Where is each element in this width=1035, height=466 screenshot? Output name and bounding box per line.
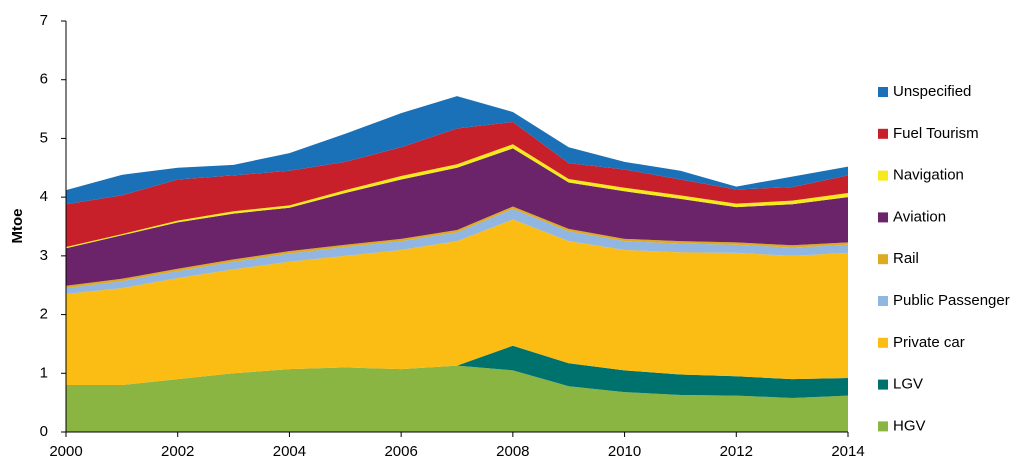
area xyxy=(66,365,848,432)
legend-label: LGV xyxy=(893,376,923,393)
y-tick-label: 2 xyxy=(40,306,48,323)
legend-swatch xyxy=(878,170,888,181)
area xyxy=(66,345,848,398)
x-tick-label: 2004 xyxy=(273,443,306,460)
area xyxy=(66,208,848,295)
area xyxy=(66,121,848,248)
legend-label: Aviation xyxy=(893,208,946,225)
legend-swatch xyxy=(878,254,888,265)
legend-swatch xyxy=(878,128,888,139)
legend-label: Private car xyxy=(893,334,965,351)
y-tick-label: 7 xyxy=(40,12,48,29)
y-tick-label: 5 xyxy=(40,129,48,146)
legend-label: Navigation xyxy=(893,167,964,184)
x-tick-label: 2006 xyxy=(384,443,417,460)
x-tick-label: 2014 xyxy=(831,443,864,460)
legend-label: Rail xyxy=(893,250,919,267)
x-tick-label: 2010 xyxy=(608,443,641,460)
plot-area xyxy=(66,96,848,432)
area xyxy=(66,148,848,286)
legend-swatch xyxy=(878,212,888,223)
legend-swatch xyxy=(878,337,888,348)
area xyxy=(66,144,848,249)
legend-swatch xyxy=(878,296,888,306)
y-tick-label: 6 xyxy=(40,71,48,88)
x-tick-label: 2008 xyxy=(496,443,529,460)
x-tick-label: 2002 xyxy=(161,443,194,460)
y-tick-label: 0 xyxy=(40,423,48,440)
legend-swatch xyxy=(878,421,888,432)
y-tick-label: 3 xyxy=(40,247,48,264)
y-tick-label: 1 xyxy=(40,364,48,381)
legend-label: Fuel Tourism xyxy=(893,125,979,142)
legend-label: Unspecified xyxy=(893,83,971,100)
x-tick-label: 2000 xyxy=(49,443,82,460)
y-axis-label: Mtoe xyxy=(9,209,26,244)
area xyxy=(66,96,848,205)
area xyxy=(66,219,848,386)
legend-label: HGV xyxy=(893,417,926,434)
legend-swatch xyxy=(878,87,888,97)
legend-swatch xyxy=(878,379,888,390)
legend-label: Public Passenger xyxy=(893,292,1010,309)
y-tick-label: 4 xyxy=(40,188,48,205)
x-tick-label: 2012 xyxy=(720,443,753,460)
